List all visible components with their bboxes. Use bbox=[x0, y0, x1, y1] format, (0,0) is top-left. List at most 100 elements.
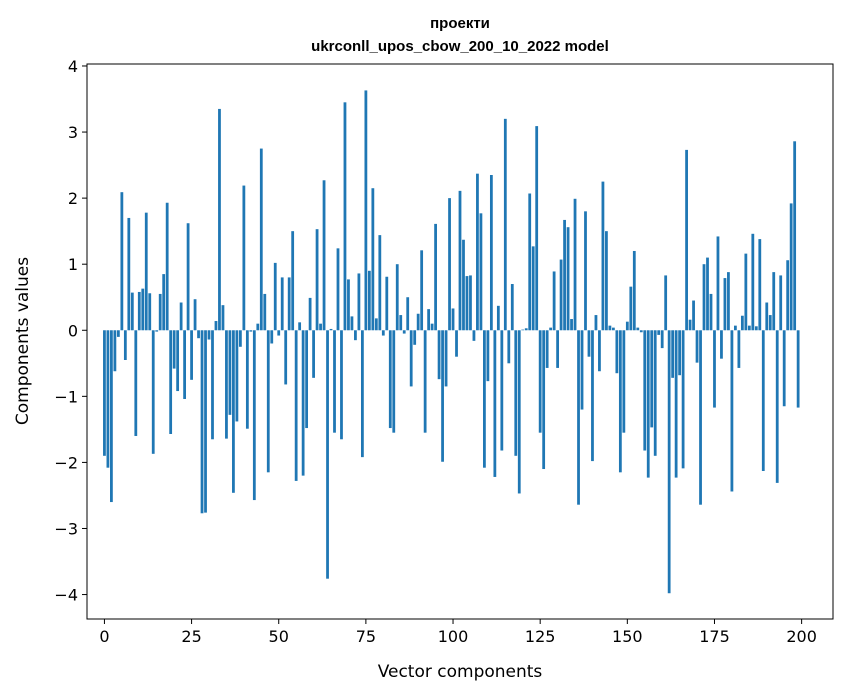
bar bbox=[524, 328, 528, 331]
bar bbox=[594, 315, 598, 331]
bar bbox=[444, 330, 448, 387]
bar bbox=[709, 293, 713, 331]
bar bbox=[336, 248, 340, 331]
bar bbox=[545, 330, 549, 368]
bar bbox=[521, 329, 525, 331]
bar bbox=[399, 315, 403, 331]
bar bbox=[535, 126, 539, 331]
bar bbox=[657, 330, 661, 335]
bar bbox=[580, 330, 584, 410]
bar bbox=[542, 330, 546, 470]
bar bbox=[573, 198, 577, 331]
bar bbox=[329, 328, 333, 331]
bar bbox=[263, 293, 267, 331]
bar bbox=[538, 330, 542, 433]
bar bbox=[291, 231, 295, 331]
bar bbox=[465, 276, 469, 331]
bar bbox=[134, 330, 138, 436]
bar bbox=[137, 291, 141, 331]
x-tick-label: 0 bbox=[99, 627, 109, 646]
y-tick-label: 4 bbox=[68, 57, 78, 76]
bar bbox=[162, 274, 166, 331]
bar bbox=[782, 330, 786, 407]
bar bbox=[284, 330, 288, 385]
bar bbox=[120, 192, 124, 331]
bar bbox=[643, 330, 647, 451]
bar bbox=[350, 316, 354, 331]
y-tick-label: −3 bbox=[54, 519, 78, 538]
bar bbox=[605, 231, 608, 331]
bar bbox=[280, 277, 284, 331]
bar bbox=[333, 330, 336, 433]
bar bbox=[685, 149, 688, 331]
bar bbox=[116, 330, 120, 337]
x-tick-label: 100 bbox=[438, 627, 469, 646]
bar bbox=[364, 90, 368, 331]
bar bbox=[441, 330, 444, 462]
y-tick-label: −4 bbox=[54, 586, 78, 605]
bar bbox=[315, 229, 319, 331]
bar bbox=[347, 279, 350, 331]
bar bbox=[392, 330, 396, 433]
bar bbox=[103, 330, 106, 456]
bar bbox=[420, 250, 424, 331]
bar bbox=[493, 330, 497, 477]
bar bbox=[796, 330, 800, 408]
bar bbox=[510, 284, 514, 331]
bar bbox=[242, 185, 246, 331]
bar bbox=[319, 323, 322, 331]
bar bbox=[395, 264, 399, 331]
bar bbox=[772, 272, 776, 331]
bar bbox=[779, 275, 783, 331]
bar bbox=[681, 330, 685, 469]
bar bbox=[737, 330, 741, 368]
bar bbox=[500, 330, 504, 451]
x-tick-label: 175 bbox=[699, 627, 730, 646]
bar bbox=[793, 141, 797, 331]
bar bbox=[740, 315, 744, 331]
bar bbox=[552, 271, 556, 331]
bar bbox=[183, 330, 187, 399]
bar bbox=[549, 327, 553, 331]
bar bbox=[207, 330, 211, 340]
bar bbox=[636, 327, 640, 331]
bar bbox=[190, 330, 193, 380]
y-tick-label: −2 bbox=[54, 453, 78, 472]
bar bbox=[434, 223, 437, 331]
bar bbox=[165, 202, 169, 331]
bar bbox=[204, 330, 207, 513]
bar bbox=[723, 278, 727, 331]
bar bbox=[409, 330, 413, 387]
bar bbox=[695, 330, 699, 363]
y-tick-label: 2 bbox=[68, 189, 78, 208]
bar bbox=[211, 330, 214, 440]
bar bbox=[127, 217, 131, 331]
bar bbox=[667, 330, 671, 594]
bar bbox=[155, 330, 159, 332]
bar bbox=[218, 108, 221, 331]
bar bbox=[566, 227, 570, 331]
bar bbox=[730, 330, 734, 492]
bar bbox=[625, 321, 629, 331]
bar bbox=[308, 297, 312, 331]
bar bbox=[674, 330, 678, 478]
bar bbox=[747, 325, 751, 331]
bar bbox=[423, 330, 427, 433]
bar bbox=[706, 257, 709, 331]
bar bbox=[270, 330, 274, 344]
bar bbox=[228, 330, 232, 415]
bar bbox=[179, 302, 183, 331]
bar bbox=[322, 180, 326, 331]
bar bbox=[727, 272, 730, 331]
bar bbox=[608, 325, 612, 331]
bar bbox=[486, 330, 490, 382]
bar bbox=[650, 330, 654, 428]
x-tick-label: 200 bbox=[786, 627, 817, 646]
y-axis-label: Components values bbox=[13, 257, 33, 425]
bar bbox=[123, 330, 127, 360]
x-tick-label: 25 bbox=[181, 627, 201, 646]
bar bbox=[402, 330, 406, 334]
y-tick-label: 0 bbox=[68, 321, 78, 340]
bar bbox=[200, 330, 204, 514]
bar bbox=[367, 270, 371, 331]
